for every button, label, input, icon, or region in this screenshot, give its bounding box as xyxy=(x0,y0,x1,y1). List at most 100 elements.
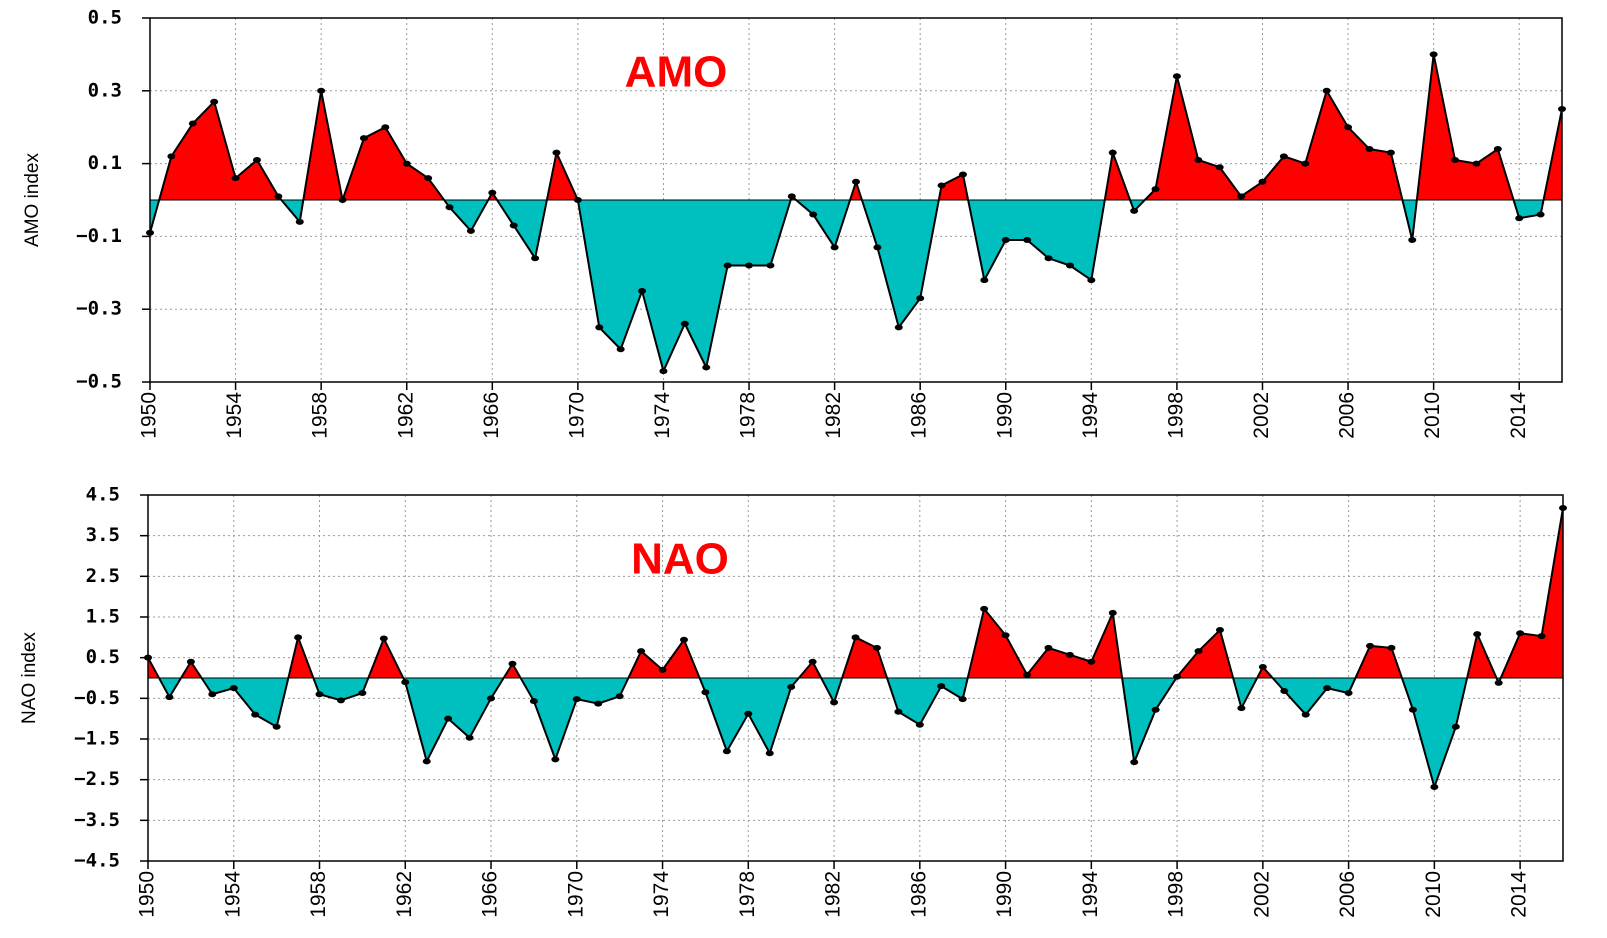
data-point xyxy=(702,364,711,371)
x-tick-label: 1990 xyxy=(993,871,1016,918)
data-point xyxy=(294,634,303,641)
x-tick-label: 1970 xyxy=(565,392,588,439)
data-point xyxy=(722,748,731,755)
positive-area xyxy=(148,508,1563,678)
data-point xyxy=(809,211,818,218)
data-point xyxy=(445,204,454,211)
y-tick-label: −0.1 xyxy=(76,225,122,247)
data-point xyxy=(1494,679,1503,686)
data-point xyxy=(1237,193,1246,200)
positive-area xyxy=(150,54,1562,200)
data-point xyxy=(1536,211,1545,218)
y-tick-label: −0.3 xyxy=(76,298,122,320)
data-point xyxy=(295,218,304,225)
chart-title: NAO xyxy=(631,535,729,584)
x-tick-label: 2010 xyxy=(1422,871,1445,918)
data-point xyxy=(894,708,903,715)
y-tick-label: 0.5 xyxy=(86,646,120,668)
y-tick-label: −1.5 xyxy=(74,728,120,750)
y-tick-label: −0.5 xyxy=(76,371,122,393)
data-point xyxy=(1065,262,1074,269)
negative-area xyxy=(148,678,1563,787)
data-point xyxy=(251,711,260,718)
x-tick-label: 1962 xyxy=(394,392,417,439)
data-point xyxy=(508,660,517,667)
y-tick-label: −4.5 xyxy=(74,850,120,872)
data-point xyxy=(1023,237,1032,244)
index-line xyxy=(149,54,1563,375)
data-point xyxy=(937,683,946,690)
data-point xyxy=(873,244,882,251)
data-point xyxy=(1108,609,1117,616)
data-point xyxy=(1044,255,1053,262)
data-point xyxy=(424,175,433,182)
data-point xyxy=(465,734,474,741)
x-tick-label: 1970 xyxy=(564,871,587,918)
data-point xyxy=(317,87,326,94)
y-axis-label: AMO index xyxy=(22,153,43,247)
x-tick-label: 2002 xyxy=(1250,871,1273,918)
x-tick-label: 1982 xyxy=(822,871,845,918)
data-point xyxy=(680,320,689,327)
data-point xyxy=(444,715,453,722)
data-point xyxy=(1365,146,1374,153)
data-point xyxy=(1537,633,1546,640)
data-point xyxy=(1130,207,1139,214)
data-point xyxy=(915,721,924,728)
data-point xyxy=(1408,706,1417,713)
data-point xyxy=(787,193,796,200)
data-point xyxy=(766,262,775,269)
data-point xyxy=(658,666,667,673)
data-point xyxy=(572,696,581,703)
data-point xyxy=(1516,630,1525,637)
y-tick-label: −0.5 xyxy=(74,687,120,709)
data-point xyxy=(1472,160,1481,167)
data-point xyxy=(937,182,946,189)
data-point xyxy=(1386,149,1395,156)
data-point xyxy=(637,648,646,655)
data-point xyxy=(615,693,624,700)
data-point xyxy=(638,288,647,294)
data-point xyxy=(765,750,774,757)
data-point xyxy=(1280,688,1289,695)
data-point xyxy=(1194,648,1203,655)
data-point xyxy=(1001,237,1010,244)
x-tick-label: 1998 xyxy=(1165,871,1188,918)
x-tick-label: 1998 xyxy=(1164,392,1187,439)
data-point xyxy=(851,634,860,641)
data-point xyxy=(745,262,754,269)
x-tick-label: 1950 xyxy=(136,871,159,918)
data-point xyxy=(188,120,197,127)
data-point xyxy=(830,699,839,706)
data-point xyxy=(1279,153,1288,160)
x-tick-label: 1994 xyxy=(1079,392,1102,439)
data-point xyxy=(1001,632,1010,639)
data-point xyxy=(359,135,368,142)
x-tick-label: 1954 xyxy=(221,871,244,918)
x-tick-label: 1966 xyxy=(480,392,503,439)
data-point xyxy=(165,694,174,701)
x-tick-label: 2002 xyxy=(1250,392,1273,439)
data-point xyxy=(980,605,989,612)
x-tick-label: 1954 xyxy=(223,392,246,439)
data-point xyxy=(595,324,604,331)
x-tick-label: 1978 xyxy=(736,871,759,918)
data-point xyxy=(210,98,219,105)
data-point xyxy=(252,156,261,163)
data-point xyxy=(1237,705,1246,712)
data-point xyxy=(744,710,753,717)
x-tick-label: 1982 xyxy=(822,392,845,439)
data-point xyxy=(529,698,538,705)
x-tick-label: 2010 xyxy=(1421,392,1444,439)
data-point xyxy=(1344,690,1353,697)
data-point xyxy=(1344,124,1353,131)
data-point xyxy=(229,685,238,692)
data-point xyxy=(1258,664,1267,671)
data-point xyxy=(679,636,688,643)
y-tick-label: −2.5 xyxy=(74,768,120,790)
data-point xyxy=(1151,706,1160,713)
x-tick-label: 2006 xyxy=(1336,392,1359,439)
y-tick-label: 0.1 xyxy=(88,152,122,174)
data-point xyxy=(1493,146,1502,153)
data-point xyxy=(422,758,431,765)
